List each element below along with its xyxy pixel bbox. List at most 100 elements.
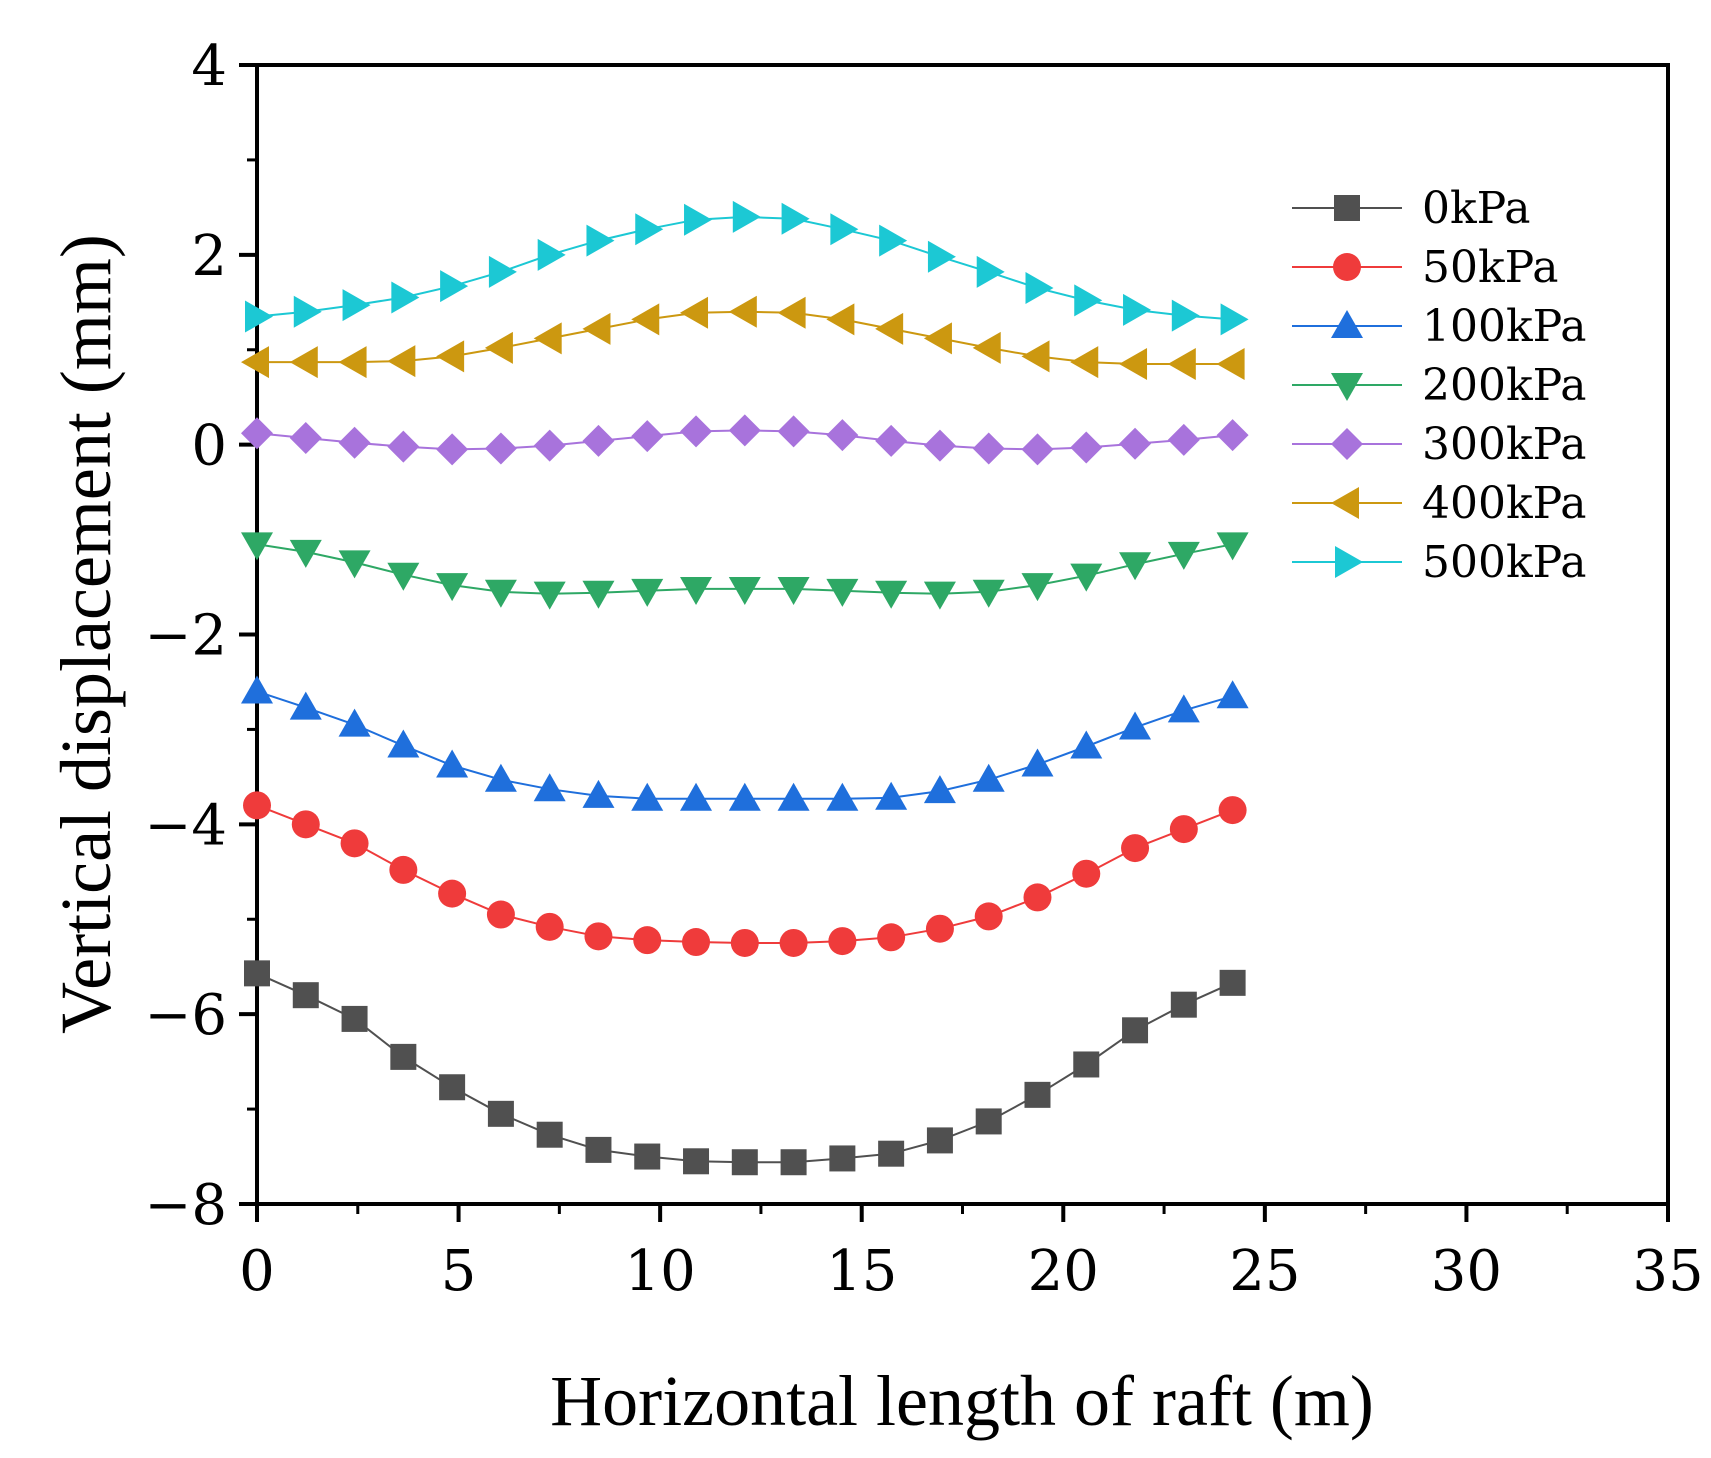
data-point [780,1149,807,1176]
data-point [387,430,420,463]
data-point [533,322,562,355]
data-point [1119,347,1148,380]
data-point [923,581,956,610]
x-tick-label: 30 [1431,1239,1502,1304]
data-point [728,414,761,447]
data-point [777,782,810,811]
legend-item: 50kPa [1292,242,1559,293]
x-tick-label: 0 [239,1239,275,1304]
legend-marker [1331,310,1363,338]
y-tick-label: 2 [191,224,227,289]
data-point [972,331,1001,364]
data-point [436,433,469,466]
data-point [1021,748,1054,777]
data-point [777,576,810,605]
data-point [1219,969,1246,996]
data-point [1216,347,1245,380]
x-axis-ticks: 0 5 10 15 20 25 30 35 [239,1204,1704,1304]
data-point [631,782,664,811]
data-point [1167,694,1200,723]
data-point [875,781,908,810]
data-point [241,346,269,379]
data-point [584,922,613,951]
data-point [781,202,810,235]
data-point [923,775,956,804]
series-500kPa [245,200,1249,336]
data-point [879,224,908,257]
data-point [923,322,952,355]
data-point [1170,991,1197,1018]
data-point [974,902,1003,931]
legend-item: 500kPa [1292,537,1587,588]
data-point [292,982,319,1009]
legend-marker [1333,253,1361,281]
data-point [634,1143,661,1170]
data-point [972,432,1005,465]
data-point [732,200,761,233]
data-point [1073,1051,1100,1078]
data-point [1171,299,1200,332]
data-point [390,1043,417,1070]
data-point [976,255,1005,288]
data-point [241,417,273,450]
data-point [1119,552,1152,581]
data-point [1216,419,1249,452]
data-point [925,914,954,943]
data-point [338,708,371,737]
data-point [1122,1017,1149,1044]
data-point [684,203,713,236]
data-point [1025,272,1054,305]
data-point [338,346,367,379]
y-tick-label: 0 [191,414,227,479]
legend: 0kPa 50kPa 100kPa 200kPa 300kPa 400kPa 500kPa [1292,183,1587,588]
data-point [826,303,855,336]
legend-label: 300kPa [1422,419,1587,470]
data-point [875,312,904,345]
data-point [683,1148,710,1175]
legend-label: 100kPa [1422,301,1587,352]
legend-label: 200kPa [1422,360,1587,411]
data-point [241,532,273,561]
data-point [1167,347,1196,380]
series-layer [241,200,1249,1176]
x-tick-label: 5 [441,1239,477,1304]
data-point [536,1121,563,1148]
data-point [680,576,713,605]
data-point [582,580,615,609]
data-point [1021,573,1054,602]
data-point [1072,859,1101,888]
x-tick-label: 20 [1028,1239,1099,1304]
data-point [387,729,420,758]
data-point [533,773,566,802]
data-point [777,415,810,448]
y-axis-ticks: −8 −6 −4 −2 0 2 4 [144,34,257,1238]
data-point [484,331,513,364]
legend-marker [1334,195,1360,221]
legend-marker [1335,546,1363,578]
data-point [1074,284,1103,317]
series-200kPa [241,532,1249,610]
data-point [875,424,908,457]
data-point [926,1127,953,1154]
series-50kPa [243,791,1247,957]
data-point [340,829,369,858]
data-point [338,550,371,579]
data-point [1167,423,1200,456]
data-point [728,782,761,811]
data-point [484,432,517,465]
data-point [484,763,517,792]
data-point [487,1100,514,1127]
data-point [1070,346,1099,379]
data-point [535,912,564,941]
legend-marker [1331,487,1359,519]
data-point [289,346,318,379]
legend-item: 200kPa [1292,360,1587,411]
data-point [877,923,906,952]
data-point [533,429,566,462]
data-point [244,960,270,987]
y-tick-label: −2 [144,604,227,669]
data-point [927,240,956,273]
series-100kPa [241,675,1249,811]
data-point [777,296,806,329]
